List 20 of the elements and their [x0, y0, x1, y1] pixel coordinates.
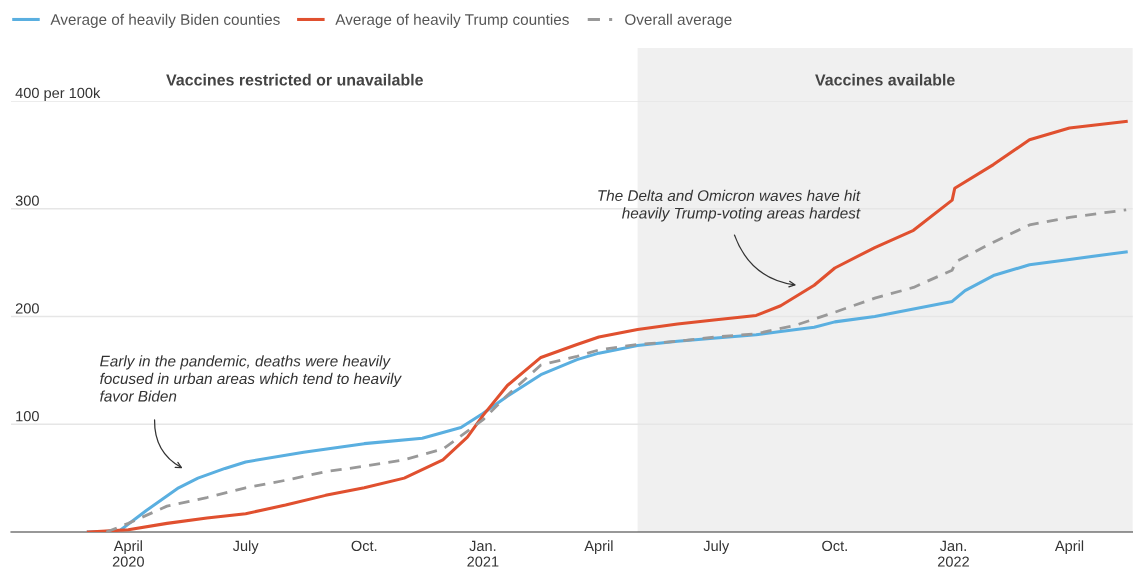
x-tick-label: Jan. 2022 — [937, 540, 969, 567]
x-tick-label: April 2020 — [112, 540, 144, 567]
x-tick-label: Oct. — [351, 540, 377, 552]
y-tick-label: 300 — [15, 195, 39, 206]
x-tick-label: April — [1054, 540, 1084, 554]
x-tick-label: Oct. — [822, 540, 847, 552]
annotation: Early in the pandemic, deaths were heavily focused in urban areas which tend to heavily favor Biden — [100, 355, 402, 402]
legend-label: Overall average — [625, 13, 732, 28]
y-tick-label: 400 per 100k — [15, 87, 101, 101]
x-tick-label: April — [584, 540, 613, 554]
y-tick-label: 200 — [15, 303, 39, 314]
legend-label: Average of heavily Trump counties — [335, 13, 569, 28]
x-tick-label: July — [232, 540, 259, 554]
annotation: The Delta and Omicron waves have hit heavily Trump-voting areas hardest — [598, 189, 861, 222]
text: Vaccines restricted or unavailable — [166, 73, 423, 86]
legend-label: Average of heavily Biden counties — [50, 13, 280, 28]
x-tick-label: July — [703, 540, 730, 554]
y-tick-label: 100 — [16, 411, 39, 422]
band-label: Vaccines available — [815, 73, 955, 86]
x-tick-label: Jan. 2021 — [467, 540, 499, 567]
